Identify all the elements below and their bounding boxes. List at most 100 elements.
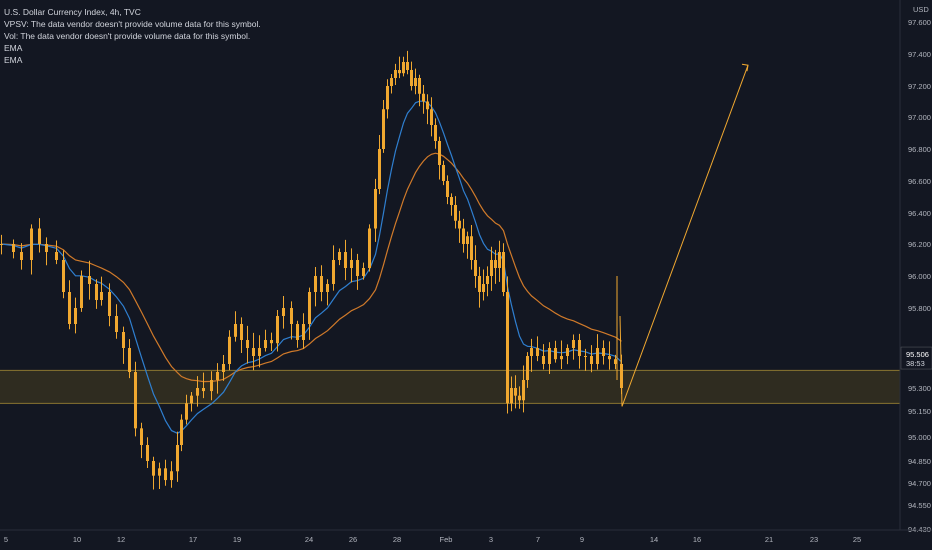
price-tick-label: 96.400: [908, 209, 931, 218]
candle-body: [228, 336, 231, 364]
candle-body: [122, 332, 125, 348]
candle: [234, 311, 237, 342]
candle-body: [374, 189, 377, 229]
candle-body: [152, 461, 155, 476]
time-tick-label: 14: [650, 535, 658, 544]
time-tick-label: 21: [765, 535, 773, 544]
candle-body: [554, 348, 557, 360]
candle-body: [490, 260, 493, 276]
candle-body: [282, 308, 285, 316]
candle-body: [426, 101, 429, 110]
candle: [394, 63, 397, 85]
candle: [20, 243, 23, 270]
time-tick-label: 7: [536, 535, 540, 544]
time-axis[interactable]: 5 10 12 17 19 24 26 28 Feb 3 7 9 14 16 21 23 25: [0, 529, 932, 544]
price-tick-label: 94.700: [908, 479, 931, 488]
candle: [108, 283, 111, 327]
candle-body: [506, 292, 509, 404]
time-tick-label: 16: [693, 535, 701, 544]
price-tick-label: 95.800: [908, 304, 931, 313]
candle: [518, 386, 521, 409]
candle: [386, 79, 389, 119]
projection-layer: [619, 63, 749, 407]
candle: [596, 334, 599, 370]
candle-body: [402, 62, 405, 74]
time-tick-label: 10: [73, 535, 81, 544]
candle-body: [368, 228, 371, 268]
candle: [406, 50, 409, 75]
candle-body: [302, 324, 305, 340]
candle: [270, 332, 273, 351]
candle: [185, 394, 188, 425]
candle: [478, 266, 481, 308]
candle: [414, 68, 417, 95]
candle: [614, 354, 617, 370]
candle-body: [566, 348, 569, 356]
candle-body: [542, 356, 545, 364]
candle-body: [326, 284, 329, 292]
candle-body: [270, 340, 273, 344]
candle-body: [180, 419, 183, 445]
candle: [264, 329, 267, 352]
candle: [584, 348, 587, 371]
candle-body: [486, 276, 489, 284]
candle: [128, 339, 131, 379]
candle: [158, 462, 161, 489]
candle-body: [55, 252, 58, 260]
candle: [454, 196, 457, 229]
last-price-value: 95.506: [906, 350, 929, 359]
candle-body: [608, 356, 611, 360]
legend-vpsv[interactable]: VPSV: The data vendor doesn't provide vo…: [4, 19, 261, 29]
legend-ema-slow[interactable]: EMA: [4, 55, 23, 65]
price-tick-label: 96.800: [908, 145, 931, 154]
candle: [608, 341, 611, 370]
candle-body: [458, 220, 461, 229]
candle-body: [62, 260, 65, 292]
price-axis[interactable]: USD 97.600 97.400 97.200 97.000 96.800 96.600 9…: [899, 0, 932, 534]
candle-body: [518, 395, 521, 401]
candle-body: [258, 348, 261, 356]
candle-body: [362, 268, 365, 276]
candle: [55, 240, 58, 265]
candle-body: [134, 372, 137, 429]
price-tick-label: 97.600: [908, 18, 931, 27]
candle: [258, 335, 261, 368]
candle-body: [234, 324, 237, 337]
candle-body: [202, 388, 205, 392]
candle-body: [45, 244, 48, 252]
candle: [462, 218, 465, 253]
candle: [548, 342, 551, 374]
candle: [526, 352, 529, 388]
candle: [368, 224, 371, 272]
time-tick-label: 12: [117, 535, 125, 544]
candle: [338, 248, 341, 266]
candle-body: [308, 292, 311, 324]
time-tick-label: 3: [489, 535, 493, 544]
candle: [38, 218, 41, 253]
candle: [30, 224, 33, 275]
candle: [302, 313, 305, 349]
time-tick-label: 17: [189, 535, 197, 544]
candle: [560, 340, 563, 369]
candle-body: [344, 252, 347, 268]
candle-body: [446, 181, 449, 197]
legend-ema-fast[interactable]: EMA: [4, 43, 23, 53]
candle-body: [470, 236, 473, 260]
candle-body: [170, 471, 173, 481]
candle-body: [418, 78, 421, 94]
price-tick-label: 96.600: [908, 177, 931, 186]
candle: [164, 459, 167, 486]
candle: [196, 376, 199, 407]
candle-body: [320, 276, 323, 292]
candles-layer: [0, 50, 623, 490]
candle-body: [332, 260, 335, 284]
candle: [442, 160, 445, 186]
legend-vol[interactable]: Vol: The data vendor doesn't provide vol…: [4, 31, 251, 41]
legend-symbol[interactable]: U.S. Dollar Currency Index, 4h, TVC: [4, 7, 141, 17]
candle: [410, 61, 413, 91]
candle-body: [422, 93, 425, 102]
candle-body: [216, 372, 219, 380]
candle: [290, 301, 293, 340]
candle-body: [210, 380, 213, 392]
